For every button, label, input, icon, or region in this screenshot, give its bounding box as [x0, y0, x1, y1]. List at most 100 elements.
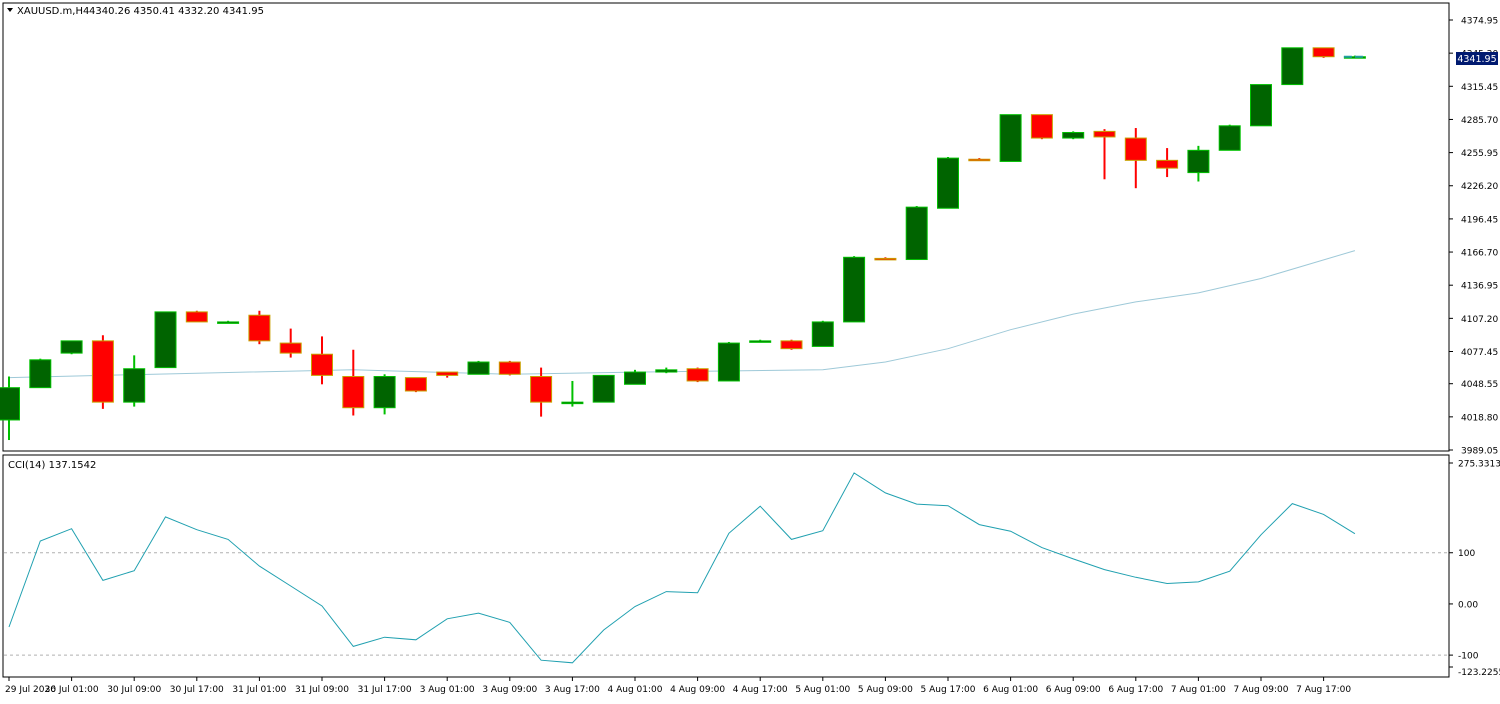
candle: [905, 206, 928, 261]
candle-body: [498, 361, 521, 375]
candle: [60, 340, 83, 355]
candle-body: [968, 158, 991, 162]
cci-tick-label: 100: [1458, 549, 1475, 559]
price-tick-label: 4107.20: [1461, 315, 1498, 325]
last-price-tag-text: 4341.95: [1457, 54, 1496, 65]
candle-body: [154, 311, 177, 369]
dropdown-triangle-icon[interactable]: [7, 8, 13, 12]
candle: [717, 341, 740, 382]
time-tick-label: 30 Jul 17:00: [170, 685, 224, 695]
candle: [436, 371, 459, 378]
time-tick-label: 6 Aug 09:00: [1046, 685, 1101, 695]
candlestick-series: [0, 47, 1366, 441]
time-tick-label: 30 Jul 09:00: [107, 685, 161, 695]
candle: [467, 360, 490, 375]
candle-body: [29, 359, 52, 389]
time-tick-label: 5 Aug 17:00: [921, 685, 976, 695]
candle: [373, 374, 396, 415]
candle-body: [404, 377, 427, 392]
price-panel-frame: [2, 2, 1450, 452]
cci-axis: 275.3313 100 0.00 -100 -123.2255: [1449, 460, 1500, 678]
candle: [530, 367, 553, 417]
candle-body: [373, 376, 396, 409]
price-tick-label: 4077.45: [1461, 348, 1498, 358]
candle: [874, 257, 897, 261]
candle-body: [811, 321, 834, 347]
time-tick-label: 7 Aug 09:00: [1234, 685, 1289, 695]
candle: [1093, 129, 1116, 180]
candle-body: [1030, 114, 1053, 139]
time-tick-label: 29 Jul 2026: [5, 685, 56, 695]
candle-body: [467, 361, 490, 375]
candle: [1156, 148, 1179, 178]
candle-body: [937, 157, 959, 209]
candle-body: [342, 376, 365, 409]
candle: [0, 376, 20, 441]
candle-body: [279, 342, 302, 354]
price-tick-label: 4315.45: [1461, 83, 1498, 93]
candle-body: [311, 353, 333, 376]
candle: [311, 336, 333, 385]
time-tick-label: 5 Aug 01:00: [795, 685, 850, 695]
candle: [404, 377, 427, 393]
candle: [937, 157, 959, 209]
candle-body: [1156, 159, 1179, 169]
candle: [999, 114, 1022, 162]
candle: [780, 339, 803, 350]
time-tick-label: 6 Aug 17:00: [1108, 685, 1163, 695]
candle: [686, 367, 709, 383]
candle: [29, 358, 52, 389]
cci-level-lines: [4, 552, 1449, 656]
price-tick-label: 4196.45: [1461, 215, 1498, 225]
candle: [592, 374, 615, 403]
cci-tick-label: -123.2255: [1458, 668, 1500, 678]
cci-panel-frame: [2, 454, 1450, 678]
candle-body: [123, 368, 146, 403]
price-tick-label: 4018.80: [1461, 413, 1498, 423]
time-tick-label: 4 Aug 01:00: [608, 685, 663, 695]
candle: [279, 328, 302, 358]
symbol-label: XAUUSD.m,H4: [17, 6, 89, 17]
time-tick-label: 3 Aug 17:00: [545, 685, 600, 695]
candle: [1218, 124, 1241, 151]
price-tick-label: 4136.95: [1461, 282, 1498, 292]
candle: [185, 310, 208, 323]
price-tick-label: 4285.70: [1461, 116, 1498, 126]
time-tick-label: 3 Aug 09:00: [482, 685, 537, 695]
time-tick-label: 6 Aug 01:00: [983, 685, 1038, 695]
candle-body: [1187, 149, 1210, 174]
candle-body: [717, 342, 740, 382]
time-tick-label: 31 Jul 01:00: [232, 685, 286, 695]
cci-line: [8, 472, 1356, 664]
candle-body: [1062, 131, 1085, 139]
candle-body: [91, 340, 114, 403]
price-tick-label: 4226.20: [1461, 182, 1498, 192]
cci-tick-label: 0.00: [1458, 600, 1478, 610]
candle-body: [999, 114, 1022, 162]
time-tick-label: 5 Aug 09:00: [858, 685, 913, 695]
candle: [1281, 47, 1304, 86]
candle-body: [905, 206, 928, 261]
candle-body: [592, 374, 615, 403]
time-tick-label: 3 Aug 01:00: [420, 685, 475, 695]
last-price-tag-bg: [1456, 52, 1498, 65]
last-price-tag: 4341.95: [1456, 52, 1498, 65]
cci-panel[interactable]: 275.3313 100 0.00 -100 -123.2255 CCI(14) 137…: [2, 454, 1500, 678]
candle: [1030, 114, 1053, 140]
candle: [1124, 128, 1147, 189]
price-panel[interactable]: 4374.954345.204315.454285.704255.954226.…: [0, 2, 1498, 457]
candle-body: [530, 376, 553, 403]
time-tick-label: 4 Aug 17:00: [733, 685, 788, 695]
candle: [154, 311, 177, 369]
price-tick-label: 3989.05: [1461, 447, 1498, 457]
candle-body: [248, 314, 271, 342]
candle-body: [1250, 84, 1272, 127]
candle-body: [561, 401, 584, 405]
candle-body: [686, 368, 709, 382]
candle: [498, 360, 521, 376]
candle-body: [60, 340, 83, 354]
time-tick-label: 30 Jul 01:00: [45, 685, 99, 695]
candle: [811, 320, 834, 347]
